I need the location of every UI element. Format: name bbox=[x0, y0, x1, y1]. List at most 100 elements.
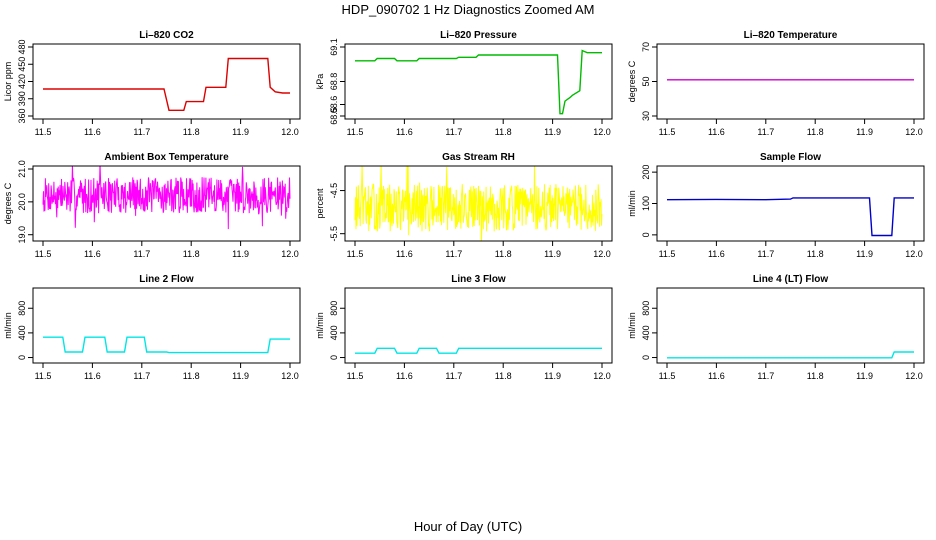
x-tick-label: 11.6 bbox=[84, 371, 101, 381]
y-tick-label: 450 bbox=[17, 57, 27, 72]
x-tick-label: 11.8 bbox=[807, 249, 824, 259]
plot-frame bbox=[656, 165, 925, 242]
x-tick-label: 11.7 bbox=[445, 249, 462, 259]
x-tick-label: 11.6 bbox=[396, 371, 413, 381]
x-tick-label: 11.6 bbox=[84, 249, 101, 259]
y-tick-label: 50 bbox=[641, 76, 651, 86]
panel-title: Gas Stream RH bbox=[442, 152, 515, 163]
x-tick-label: 11.9 bbox=[856, 371, 873, 381]
x-tick-label: 11.6 bbox=[708, 371, 725, 381]
y-axis-label: Licor ppm bbox=[3, 62, 13, 102]
panel-0: Li–820 CO2 11.5 11.6 11.7 11.8 11.9 12.0 360 390… bbox=[3, 30, 301, 137]
y-tick-label: 0 bbox=[17, 355, 27, 360]
x-tick-label: 11.5 bbox=[659, 249, 676, 259]
panel-title: Li–820 Temperature bbox=[744, 30, 838, 41]
x-tick-label: 11.7 bbox=[133, 249, 150, 259]
plot-frame bbox=[344, 287, 613, 364]
panel-7: Line 3 Flow 11.5 11.6 11.7 11.8 11.9 12.0 0 400 8… bbox=[315, 274, 613, 381]
panel-title: Li–820 CO2 bbox=[139, 30, 194, 41]
panel-8: Line 4 (LT) Flow 11.5 11.6 11.7 11.8 11.9 12.0… bbox=[627, 274, 925, 381]
y-axis-label: ml/min bbox=[627, 190, 637, 217]
x-tick-label: 12.0 bbox=[281, 127, 299, 137]
panel-title: Ambient Box Temperature bbox=[104, 152, 229, 163]
y-tick-label: 390 bbox=[17, 91, 27, 106]
y-tick-label: 800 bbox=[641, 301, 651, 316]
panel-6: Line 2 Flow 11.5 11.6 11.7 11.8 11.9 12.0 0 400 8… bbox=[3, 274, 301, 381]
y-tick-label: 30 bbox=[641, 111, 651, 121]
y-tick-label: 400 bbox=[641, 325, 651, 340]
x-tick-label: 11.5 bbox=[35, 127, 52, 137]
y-tick-label: 400 bbox=[329, 325, 339, 340]
y-axis-label: kPa bbox=[315, 74, 325, 90]
x-tick-label: 11.9 bbox=[544, 127, 561, 137]
y-tick-label: 20.0 bbox=[17, 193, 27, 211]
x-tick-label: 11.7 bbox=[133, 127, 150, 137]
y-tick-label: 68.8 bbox=[329, 73, 339, 91]
x-tick-label: 11.7 bbox=[757, 249, 774, 259]
x-tick-label: 12.0 bbox=[905, 249, 923, 259]
x-tick-label: 11.8 bbox=[183, 249, 200, 259]
x-tick-label: 11.9 bbox=[232, 371, 249, 381]
plot-frame bbox=[32, 165, 301, 242]
plot-frame bbox=[32, 287, 301, 364]
y-tick-label: 69.1 bbox=[329, 38, 339, 56]
series-line bbox=[43, 57, 290, 112]
panels-container: Li–820 CO2 11.5 11.6 11.7 11.8 11.9 12.0 360 390… bbox=[3, 30, 925, 381]
figure-title: HDP_090702 1 Hz Diagnostics Zoomed AM bbox=[342, 2, 595, 17]
x-tick-label: 11.5 bbox=[35, 249, 52, 259]
x-tick-label: 11.8 bbox=[495, 127, 512, 137]
panel-5: Sample Flow 11.5 11.6 11.7 11.8 11.9 12.0 0 100 2… bbox=[627, 152, 925, 259]
x-tick-label: 11.9 bbox=[232, 249, 249, 259]
y-tick-label: 0 bbox=[329, 355, 339, 360]
panel-2: Li–820 Temperature 11.5 11.6 11.7 11.8 11.9 12… bbox=[627, 30, 925, 137]
x-tick-label: 11.5 bbox=[347, 127, 364, 137]
x-tick-label: 11.9 bbox=[856, 127, 873, 137]
x-tick-label: 11.9 bbox=[544, 371, 561, 381]
panel-title: Line 4 (LT) Flow bbox=[753, 274, 829, 285]
x-tick-label: 11.7 bbox=[757, 371, 774, 381]
x-tick-label: 11.6 bbox=[84, 127, 101, 137]
x-tick-label: 11.8 bbox=[807, 371, 824, 381]
x-tick-label: 11.6 bbox=[396, 249, 413, 259]
x-tick-label: 11.6 bbox=[396, 127, 413, 137]
panel-title: Line 2 Flow bbox=[139, 274, 194, 285]
y-axis-label: degrees C bbox=[3, 182, 13, 224]
y-tick-label: 200 bbox=[641, 165, 651, 180]
x-tick-label: 11.5 bbox=[347, 371, 364, 381]
x-tick-label: 11.5 bbox=[659, 371, 676, 381]
x-tick-label: 11.7 bbox=[133, 371, 150, 381]
x-tick-label: 11.7 bbox=[445, 371, 462, 381]
x-tick-label: 12.0 bbox=[905, 127, 923, 137]
x-tick-label: 11.5 bbox=[35, 371, 52, 381]
x-tick-label: 11.8 bbox=[495, 371, 512, 381]
y-tick-label: 0 bbox=[641, 232, 651, 237]
x-tick-label: 12.0 bbox=[281, 249, 299, 259]
y-tick-label: -5.5 bbox=[329, 226, 339, 242]
figure-x-axis-label: Hour of Day (UTC) bbox=[414, 519, 522, 534]
x-tick-label: 12.0 bbox=[905, 371, 923, 381]
plot-frame bbox=[344, 165, 613, 242]
series-line bbox=[43, 336, 290, 354]
plot-frame bbox=[32, 43, 301, 120]
x-tick-label: 12.0 bbox=[281, 371, 299, 381]
y-tick-label: 800 bbox=[329, 301, 339, 316]
plot-frame bbox=[656, 43, 925, 120]
y-tick-label: -4.5 bbox=[329, 183, 339, 199]
x-tick-label: 12.0 bbox=[593, 127, 611, 137]
y-tick-label: 800 bbox=[17, 301, 27, 316]
y-axis-label: ml/min bbox=[3, 312, 13, 339]
y-tick-label: 68.5 bbox=[329, 107, 339, 125]
panel-4: Gas Stream RH 11.5 11.6 11.7 11.8 11.9 12.0 -5.… bbox=[315, 152, 613, 259]
y-tick-label: 400 bbox=[17, 325, 27, 340]
y-tick-label: 420 bbox=[17, 74, 27, 89]
x-tick-label: 11.9 bbox=[544, 249, 561, 259]
x-tick-label: 11.6 bbox=[708, 249, 725, 259]
y-axis-label: ml/min bbox=[315, 312, 325, 339]
x-tick-label: 11.9 bbox=[232, 127, 249, 137]
x-tick-label: 11.5 bbox=[659, 127, 676, 137]
y-tick-label: 19.0 bbox=[17, 226, 27, 244]
series-line bbox=[354, 166, 603, 241]
x-tick-label: 11.8 bbox=[183, 371, 200, 381]
x-tick-label: 11.8 bbox=[807, 127, 824, 137]
